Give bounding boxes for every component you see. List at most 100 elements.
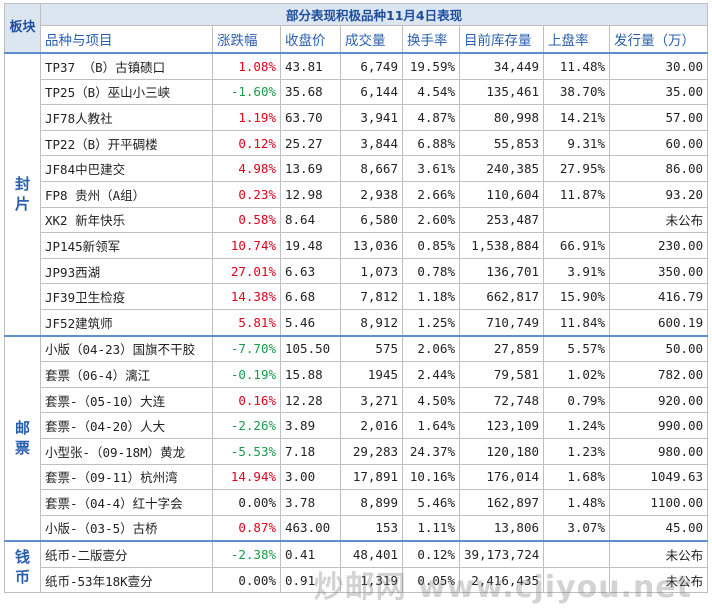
cell: 105.50 bbox=[280, 334, 341, 363]
data-row: 套票-（05-10）大连 0.16% 12.28 3,271 4.50% 72,748 0.… bbox=[5, 386, 709, 414]
cell: -5.53% bbox=[212, 437, 281, 465]
column-header: 上盘率 bbox=[543, 25, 610, 54]
cell: 10.16% bbox=[402, 463, 460, 491]
cell: 176,014 bbox=[459, 463, 544, 491]
cell: 1.68% bbox=[543, 463, 610, 491]
cell: 0.87% bbox=[212, 514, 281, 542]
data-row: TP22（B）开平碉楼 0.12% 25.27 3,844 6.88% 55,853 9.3… bbox=[5, 129, 709, 157]
column-header: 收盘价 bbox=[280, 25, 341, 54]
cell: JF39卫生检疫 bbox=[40, 283, 213, 310]
cell: 6.88% bbox=[402, 129, 460, 157]
column-header: 目前库存量 bbox=[459, 25, 544, 54]
cell: 0.05% bbox=[402, 566, 460, 594]
cell: 5.57% bbox=[543, 334, 610, 363]
cell: 123,109 bbox=[459, 412, 544, 439]
cell: 153 bbox=[340, 514, 403, 542]
cell: 72,748 bbox=[459, 386, 544, 414]
data-row: 小版-（03-5）古桥 0.87% 463.00 153 1.11% 13,806 3.07… bbox=[5, 514, 709, 542]
data-row: 小型张-（09-18M）黄龙 -5.53% 7.18 29,283 24.37% 120,… bbox=[5, 437, 709, 465]
cell: 17,891 bbox=[340, 463, 403, 491]
cell: 3.07% bbox=[543, 514, 610, 542]
cell: 11.48% bbox=[543, 51, 610, 80]
watermark: 炒邮网 www.cjiyou.net bbox=[313, 570, 692, 605]
column-header: 成交量 bbox=[340, 25, 403, 54]
cell: 1.19% bbox=[212, 104, 281, 131]
cell: 416.79 bbox=[608, 283, 709, 310]
data-row: JP145新领军 10.74% 19.48 13,036 0.85% 1,538,884 6… bbox=[5, 232, 709, 259]
cell: 小版-（03-5）古桥 bbox=[40, 514, 213, 542]
cell: 1945 bbox=[340, 361, 403, 388]
cell: 5.46% bbox=[402, 489, 460, 516]
cell: 35.00 bbox=[608, 78, 709, 106]
title-row: 板块 部分表现积极品种11月4日表现 bbox=[4, 3, 709, 54]
cell: 25.27 bbox=[280, 129, 341, 157]
data-row: 封片 TP37 （B）古镇碛口 1.08% 43.81 6,749 19.59% 34,44… bbox=[4, 51, 709, 337]
cell: 920.00 bbox=[608, 386, 709, 414]
cell: 1100.00 bbox=[608, 489, 709, 516]
cell: 55,853 bbox=[459, 129, 544, 157]
data-row: JF52建筑师 5.81% 5.46 8,912 1.25% 710,749 11.84% 6… bbox=[5, 308, 709, 337]
data-row: JF78人教社 1.19% 63.70 3,941 4.87% 80,998 14.21% 5… bbox=[5, 104, 709, 131]
cell: 0.85% bbox=[402, 232, 460, 259]
cell: 0.78% bbox=[402, 257, 460, 285]
cell: 6,144 bbox=[340, 78, 403, 106]
cell: 4.54% bbox=[402, 78, 460, 106]
cell: 套票（06-4）漓江 bbox=[40, 361, 213, 388]
cell: 8,667 bbox=[340, 155, 403, 182]
cell: 15.88 bbox=[280, 361, 341, 388]
cell: 19.48 bbox=[280, 232, 341, 259]
cell: 3.91% bbox=[543, 257, 610, 285]
cell: 1.64% bbox=[402, 412, 460, 439]
cell: 套票-（04-20）人大 bbox=[40, 412, 213, 439]
cell: 253,487 bbox=[459, 206, 544, 234]
cell: 12.98 bbox=[280, 180, 341, 208]
cell: 3,941 bbox=[340, 104, 403, 131]
cell: 3,844 bbox=[340, 129, 403, 157]
cell: 纸币-53年18K壹分 bbox=[40, 566, 213, 594]
cell: 2.06% bbox=[402, 334, 460, 363]
cell: 24.37% bbox=[402, 437, 460, 465]
data-row: 邮票 小版（04-23）国旗不干胶 -7.70% 105.50 575 2.06% 27,8… bbox=[4, 334, 709, 542]
data-row: 套票-（09-11）杭州湾 14.94% 3.00 17,891 10.16% 176,0… bbox=[5, 463, 709, 491]
cell: 45.00 bbox=[608, 514, 709, 542]
cell: 8.64 bbox=[280, 206, 341, 234]
cell: 未公布 bbox=[608, 566, 709, 594]
cell: 7,812 bbox=[340, 283, 403, 310]
cell: 1.02% bbox=[543, 361, 610, 388]
cell: 1,538,884 bbox=[459, 232, 544, 259]
cell: 7.18 bbox=[280, 437, 341, 465]
cell: 套票-（09-11）杭州湾 bbox=[40, 463, 213, 491]
cell: 3.61% bbox=[402, 155, 460, 182]
cell: -1.60% bbox=[212, 78, 281, 106]
cell: 0.91 bbox=[280, 566, 341, 594]
cell: TP37 （B）古镇碛口 bbox=[40, 51, 213, 80]
cell: FP8 贵州（A组） bbox=[40, 180, 213, 208]
cell: 14.94% bbox=[212, 463, 281, 491]
cell: 350.00 bbox=[608, 257, 709, 285]
cell: 3.89 bbox=[280, 412, 341, 439]
cell: 39,173,724 bbox=[459, 540, 544, 568]
cell: 13.69 bbox=[280, 155, 341, 182]
cell: 未公布 bbox=[608, 540, 709, 568]
column-header: 发行量（万） bbox=[608, 25, 709, 54]
data-row: XK2 新年快乐 0.58% 8.64 6,580 2.60% 253,487 未公布 bbox=[5, 206, 709, 234]
cell: 14.38% bbox=[212, 283, 281, 310]
cell: 1.08% bbox=[212, 51, 281, 80]
data-row: 套票-（04-20）人大 -2.26% 3.89 2,016 1.64% 123,109 1… bbox=[5, 412, 709, 439]
cell: 13,036 bbox=[340, 232, 403, 259]
cell: 38.70% bbox=[543, 78, 610, 106]
cell: 34,449 bbox=[459, 51, 544, 80]
cell: 63.70 bbox=[280, 104, 341, 131]
cell: JF84中巴建交 bbox=[40, 155, 213, 182]
cell: 93.20 bbox=[608, 180, 709, 208]
cell bbox=[543, 206, 610, 234]
cell: 230.00 bbox=[608, 232, 709, 259]
cell: 29,283 bbox=[340, 437, 403, 465]
cell: 6.63 bbox=[280, 257, 341, 285]
cell: 27.01% bbox=[212, 257, 281, 285]
cell: 980.00 bbox=[608, 437, 709, 465]
cell: -2.26% bbox=[212, 412, 281, 439]
cell: 162,897 bbox=[459, 489, 544, 516]
data-row: JP93西湖 27.01% 6.63 1,073 0.78% 136,701 3.91% 35… bbox=[5, 257, 709, 285]
